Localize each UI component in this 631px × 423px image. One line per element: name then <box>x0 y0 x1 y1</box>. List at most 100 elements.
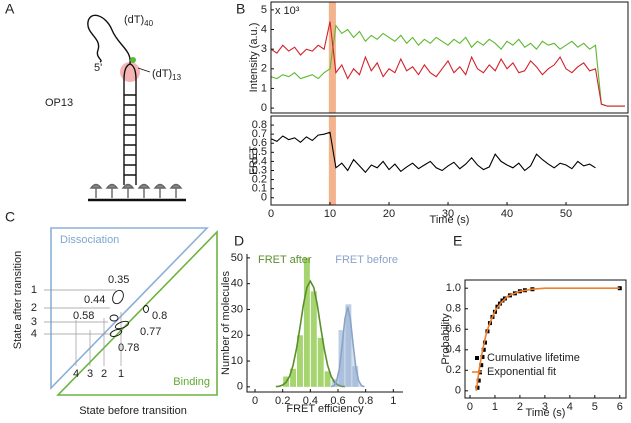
state-label: 4 <box>31 328 37 340</box>
x-tick-label: 1 <box>390 395 396 407</box>
label-dt40: (dT)40 <box>124 14 154 28</box>
fit-area <box>331 306 365 387</box>
y-tick-label: 0 <box>261 102 267 114</box>
y-tick-label: 0.4 <box>252 155 267 167</box>
x-tick-label: 40 <box>501 208 513 220</box>
state-label: 3 <box>31 316 37 328</box>
y-tick-label: 5 <box>261 4 267 16</box>
y-tick-label: 0 <box>237 381 243 393</box>
histogram-bar <box>303 257 310 387</box>
trace <box>270 24 625 107</box>
y-tick-label: 0 <box>261 192 267 204</box>
y-tick-label: 0.1 <box>252 183 267 195</box>
x-tick-label: 2 <box>517 401 523 413</box>
data-point <box>481 347 486 352</box>
label-dt13: (dT)13 <box>152 68 182 82</box>
x-tick-label: 3 <box>542 401 548 413</box>
axis-label: State before transition <box>79 405 187 417</box>
fret-value: 0.35 <box>108 274 129 286</box>
panel-label: E <box>453 233 462 249</box>
fit-curve <box>275 279 345 388</box>
x-tick-label: 5 <box>592 401 598 413</box>
y-tick-label: 0 <box>455 385 461 397</box>
panel-label: D <box>234 233 244 249</box>
y-tick-label: 4 <box>261 23 267 35</box>
histogram-bar <box>297 335 303 387</box>
x-axis-label: Time (s) <box>430 214 470 226</box>
x-tick-label: 30 <box>442 208 454 220</box>
y-tick-label: 3 <box>261 43 267 55</box>
x-tick-label: 6 <box>617 401 623 413</box>
y-tick-label: 0.5 <box>252 146 267 158</box>
plot-frame <box>270 115 629 206</box>
x-tick-label: 0.6 <box>330 395 345 407</box>
y-tick-label: 30 <box>231 303 243 315</box>
legend-label: FRET before <box>335 254 398 266</box>
legend-label: FRET after <box>258 254 312 266</box>
y-tick-label: 0.3 <box>252 164 267 176</box>
y-tick-label: 10 <box>231 355 243 367</box>
panel-label: B <box>236 1 245 17</box>
state-label: 3 <box>87 368 93 380</box>
region-label: Binding <box>173 376 210 388</box>
data-point <box>480 354 485 359</box>
y-tick-label: 40 <box>231 278 243 290</box>
fret-value: 0.58 <box>73 310 94 322</box>
histogram-bar <box>290 368 297 387</box>
axis-label: State after transition <box>12 251 24 349</box>
label-base: (dT) <box>124 14 144 26</box>
x-tick-label: 0 <box>268 208 274 220</box>
y-axis-label: Number of molecules <box>220 271 232 375</box>
x-tick-label: 0 <box>467 401 473 413</box>
y-tick-label: 0.2 <box>446 364 461 376</box>
y-axis-label: FRET <box>248 146 260 175</box>
legend-label: Cumulative lifetime <box>487 352 580 364</box>
y-tick-label: 50 <box>231 252 243 264</box>
y-tick-label: 0.7 <box>252 128 267 140</box>
x-tick-label: 0.8 <box>358 395 373 407</box>
state-label: 1 <box>31 284 37 296</box>
y-tick-label: 0.8 <box>446 303 461 315</box>
construct-name: OP13 <box>45 97 73 109</box>
x-tick-label: 1 <box>492 401 498 413</box>
panel-label: C <box>5 209 15 225</box>
fit-curve <box>475 287 620 391</box>
x-tick-label: 50 <box>560 208 572 220</box>
histogram-bar <box>352 366 359 387</box>
label-5prime: 5' <box>94 62 102 74</box>
y-tick-label: 1.0 <box>446 282 461 294</box>
plot-frame <box>270 1 629 114</box>
highlight-span <box>328 116 336 205</box>
histogram-bar <box>324 371 331 387</box>
trace <box>270 131 596 174</box>
histogram-bar <box>338 330 345 387</box>
transition-map <box>44 227 218 396</box>
y-axis-label: Probability <box>440 313 452 365</box>
plot-frame <box>464 279 627 399</box>
label-sub: 13 <box>172 73 181 82</box>
x-tick-label: 10 <box>324 208 336 220</box>
legend-label: Exponential fit <box>487 366 556 378</box>
y-tick-label: 0.2 <box>252 173 267 185</box>
y-tick-label: 1 <box>261 82 267 94</box>
x-axis-label: FRET efficiency <box>286 403 364 415</box>
panel-label: A <box>5 1 15 17</box>
x-tick-label: 4 <box>567 401 573 413</box>
state-label: 1 <box>118 368 124 380</box>
data-point <box>476 378 481 383</box>
state-label: 4 <box>73 368 79 380</box>
hairpin-diagram <box>87 14 186 202</box>
fret-value: 0.77 <box>140 326 161 338</box>
legend-swatch <box>475 356 479 360</box>
y-tick-label: 0.8 <box>252 119 267 131</box>
x-axis-label: Time (s) <box>526 407 566 419</box>
y-tick-label: 0.6 <box>252 137 267 149</box>
fret-value: 0.8 <box>152 310 167 322</box>
fret-value: 0.78 <box>118 342 139 354</box>
label-base: (dT) <box>152 68 172 80</box>
label-sub: 40 <box>144 19 153 28</box>
y-tick-label: 2 <box>261 63 267 75</box>
data-point <box>479 363 484 368</box>
axes <box>246 254 403 393</box>
